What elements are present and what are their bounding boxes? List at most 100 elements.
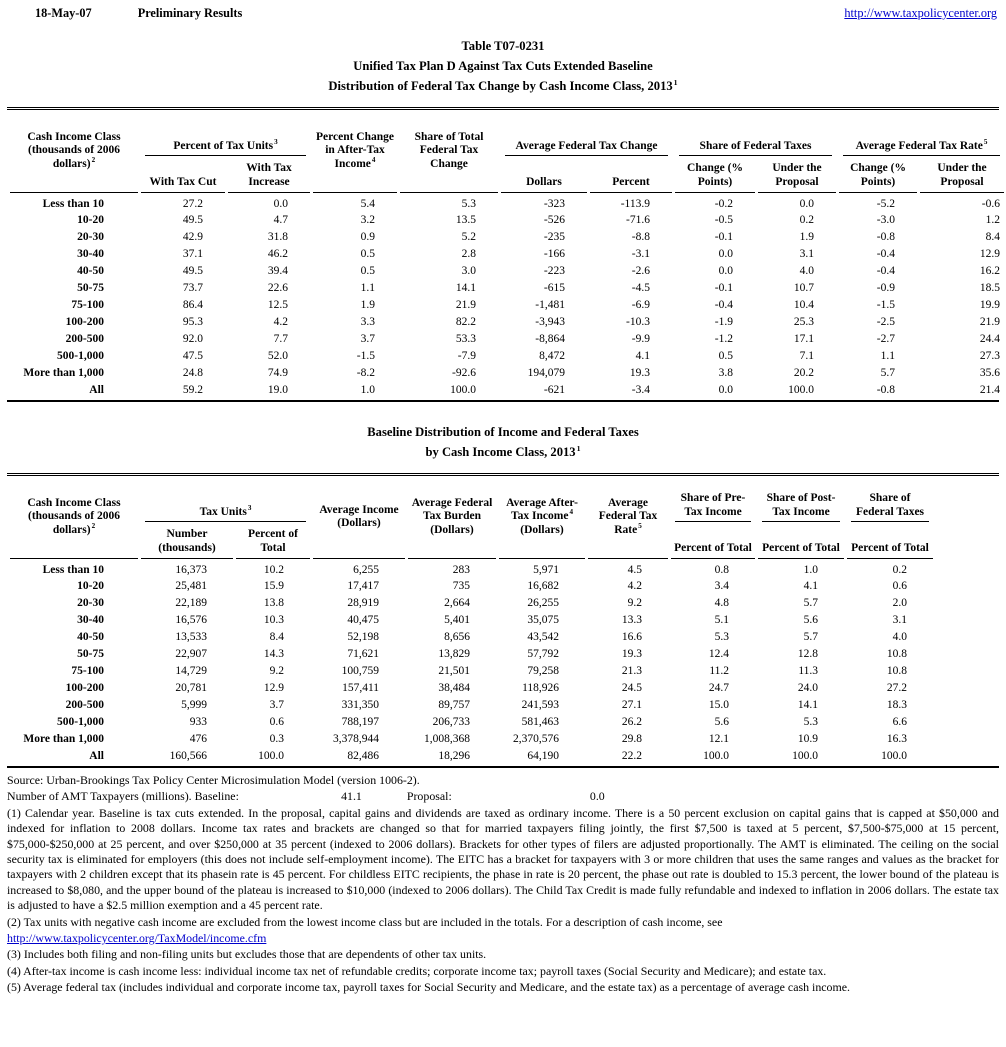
cell: 0.2 [799, 213, 815, 226]
column-header-percent-of-total: Percent of Total [847, 522, 934, 559]
cell: 92.0 [182, 332, 203, 345]
table-row: 40-50 13,533 8.4 52,198 8,656 43,542 16.6 5.3 5.… [10, 628, 1006, 645]
table-row: All 160,566 100.0 82,486 18,296 64,190 22.2 100… [10, 747, 1006, 764]
table-row: Less than 10 16,373 10.2 6,255 283 5,971 4.5 0.… [10, 559, 1006, 577]
table-row: 10-20 25,481 15.9 17,417 735 16,682 4.2 3.4 4.1 0… [10, 577, 1006, 594]
header-text-line2: (Dollars) [520, 523, 564, 536]
cell: 42.9 [182, 230, 203, 243]
footnote-1: (1) Calendar year. Baseline is tax cuts … [7, 805, 999, 913]
group-header-tax-units: Tax Units3 [141, 477, 310, 522]
cell: 5.6 [714, 715, 730, 728]
cell: 0.0 [718, 264, 733, 277]
cell: 3.4 [714, 579, 730, 592]
cell: -0.4 [876, 247, 896, 260]
cell: -2.6 [631, 264, 650, 277]
cell: 5.3 [803, 715, 819, 728]
cell: 14.1 [797, 698, 819, 711]
cell: 19.0 [267, 383, 288, 396]
cell: 22,189 [175, 596, 207, 609]
cell: 49.5 [182, 264, 203, 277]
subtitle-line: Distribution of Federal Tax Change by Ca… [7, 76, 999, 96]
cell: 26.2 [621, 715, 643, 728]
tax-change-table-body: Less than 10 27.2 0.0 5.4 5.3 -323 -113.9 -0.2 0… [10, 193, 1004, 398]
cell: 43,542 [527, 630, 560, 643]
header-row-groups: Cash Income Class (thousands of 2006 dol… [10, 111, 1004, 193]
cell: 10.9 [797, 732, 819, 745]
cell: 19.3 [629, 366, 650, 379]
table-row: 200-500 5,999 3.7 331,350 89,757 241,593 27.1 1… [10, 696, 1006, 713]
cell: 8,656 [444, 630, 471, 643]
cell: 19.9 [979, 298, 1001, 311]
row-label: 30-40 [77, 613, 104, 626]
cell: 100.0 [450, 383, 476, 396]
baseline-table-body: Less than 10 16,373 10.2 6,255 283 5,971 4.5 0.… [10, 559, 1006, 764]
group-text: Percent of Tax Units [173, 139, 274, 152]
cell: 31.8 [267, 230, 288, 243]
cell: 3.1 [892, 613, 908, 626]
status-label: Preliminary Results [137, 6, 243, 20]
header-row-subcolumns: Number (thousands) Percent of Total Perc… [10, 522, 1006, 559]
cell: 9.2 [269, 664, 285, 677]
cell: 24.7 [708, 681, 730, 694]
cell: 8.4 [269, 630, 285, 643]
header-text: Average Federal Tax Rate [598, 496, 658, 536]
cell: 20,781 [175, 681, 207, 694]
cell: 4.8 [714, 596, 730, 609]
cell: 52.0 [267, 349, 288, 362]
cell: 5.3 [461, 198, 476, 210]
baseline-table: Cash Income Class (thousands of 2006 dol… [7, 477, 1006, 764]
column-header-percent-of-total: Percent of Total [671, 522, 756, 559]
cell: 5,999 [181, 698, 207, 711]
group-text: Average Federal Tax Rate [855, 139, 983, 152]
cell: 13.8 [263, 596, 285, 609]
cell: 4.1 [635, 349, 650, 362]
cell: 1.1 [880, 349, 896, 362]
row-label: 50-75 [77, 647, 104, 660]
cell: 24.4 [979, 332, 1001, 345]
row-label: 500-1,000 [57, 715, 104, 728]
row-label: 10-20 [77, 579, 104, 592]
cell: 735 [452, 579, 471, 592]
row-label: 20-30 [77, 596, 104, 609]
cell: 27.1 [621, 698, 643, 711]
column-header-with-tax-increase: With Tax Increase [228, 156, 310, 193]
footnote-ref-3: 3 [274, 137, 278, 146]
footnotes-section: Source: Urban-Brookings Tax Policy Cente… [7, 773, 999, 996]
site-link[interactable]: http://www.taxpolicycenter.org [844, 6, 997, 20]
cell: 5.3 [714, 630, 730, 643]
cell: 4.0 [799, 264, 815, 277]
cell: -0.8 [876, 230, 896, 243]
group-text: Tax Units [199, 505, 247, 518]
footnote-ref-2: 2 [91, 155, 96, 164]
cell: 3.8 [718, 366, 733, 379]
table-row: 75-100 86.4 12.5 1.9 21.9 -1,481 -6.9 -0.4 10.4 -… [10, 296, 1004, 313]
stub-text: Cash Income Class (thousands of 2006 dol… [27, 496, 121, 536]
footnote-ref-1: 1 [673, 77, 678, 87]
cell: -2.7 [876, 332, 896, 345]
cell: 100.0 [703, 749, 730, 762]
cell: -235 [543, 230, 565, 243]
cell: -8,864 [535, 332, 565, 345]
header-text: Average After-Tax Income [506, 496, 578, 523]
cell: 5.4 [360, 198, 375, 210]
header-row-groups: Cash Income Class (thousands of 2006 dol… [10, 477, 1006, 559]
column-header-average-federal-tax-burden: Average Federal Tax Burden (Dollars) [408, 477, 497, 559]
footnote-4: (4) After-tax income is cash income less… [7, 963, 827, 978]
cell: 24.8 [182, 366, 203, 379]
cell: 0.5 [360, 264, 375, 277]
cell: 100.0 [792, 749, 819, 762]
cell: -9.9 [631, 332, 650, 345]
cell: -0.1 [714, 230, 733, 243]
cell: -7.9 [457, 349, 476, 362]
cell: 7.1 [799, 349, 815, 362]
date-label: 18-May-07 [35, 6, 92, 20]
cell: 18.3 [886, 698, 908, 711]
title-line: Unified Tax Plan D Against Tax Cuts Exte… [353, 59, 653, 73]
cell: -3.1 [631, 247, 650, 260]
group-header-avg-federal-tax-rate: Average Federal Tax Rate5 [839, 111, 1004, 156]
cell: 13,829 [438, 647, 471, 660]
cell: 3.3 [360, 315, 375, 328]
amt-label: Number of AMT Taxpayers (millions). Base… [7, 789, 239, 804]
footnote-ref-3: 3 [247, 503, 252, 512]
income-definition-link[interactable]: http://www.taxpolicycenter.org/TaxModel/… [7, 931, 267, 946]
